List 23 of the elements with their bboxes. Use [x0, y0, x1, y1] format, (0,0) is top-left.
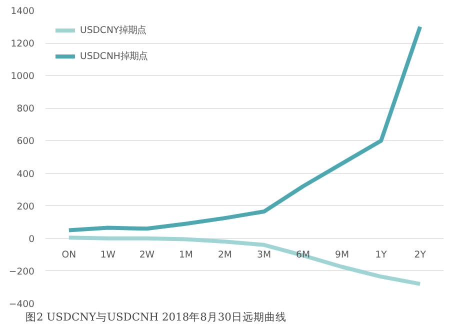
- x-tick-label: 1M: [178, 249, 193, 260]
- y-tick-label: 1400: [10, 6, 35, 17]
- x-tick-label: 1W: [100, 249, 116, 260]
- x-tick-label: ON: [62, 249, 76, 260]
- x-tick-label: 9M: [335, 249, 350, 260]
- y-tick-label: 1000: [10, 71, 35, 82]
- legend-label: USDCNH掉期点: [80, 50, 148, 62]
- y-tick-label: 0: [28, 234, 35, 245]
- y-tick-label: 200: [16, 201, 35, 212]
- y-tick-label: 400: [16, 168, 35, 180]
- y-tick-label: 800: [16, 104, 35, 115]
- y-tick-label: −400: [8, 299, 35, 310]
- x-tick-label: 2M: [218, 249, 232, 260]
- y-tick-label: −200: [8, 266, 35, 278]
- x-tick-label: 2W: [139, 249, 155, 260]
- x-tick-label: 2Y: [414, 249, 426, 260]
- text: 图2 USDCNY与USDCNH 2018年8月30日远期曲线: [26, 310, 286, 324]
- y-tick-label: 600: [16, 136, 35, 148]
- y-tick-label: 1200: [10, 38, 35, 50]
- x-tick-label: 1Y: [375, 249, 388, 260]
- legend-label: USDCNY掉期点: [80, 24, 146, 36]
- line-series: [66, 24, 422, 232]
- x-tick-label: 3M: [257, 249, 272, 260]
